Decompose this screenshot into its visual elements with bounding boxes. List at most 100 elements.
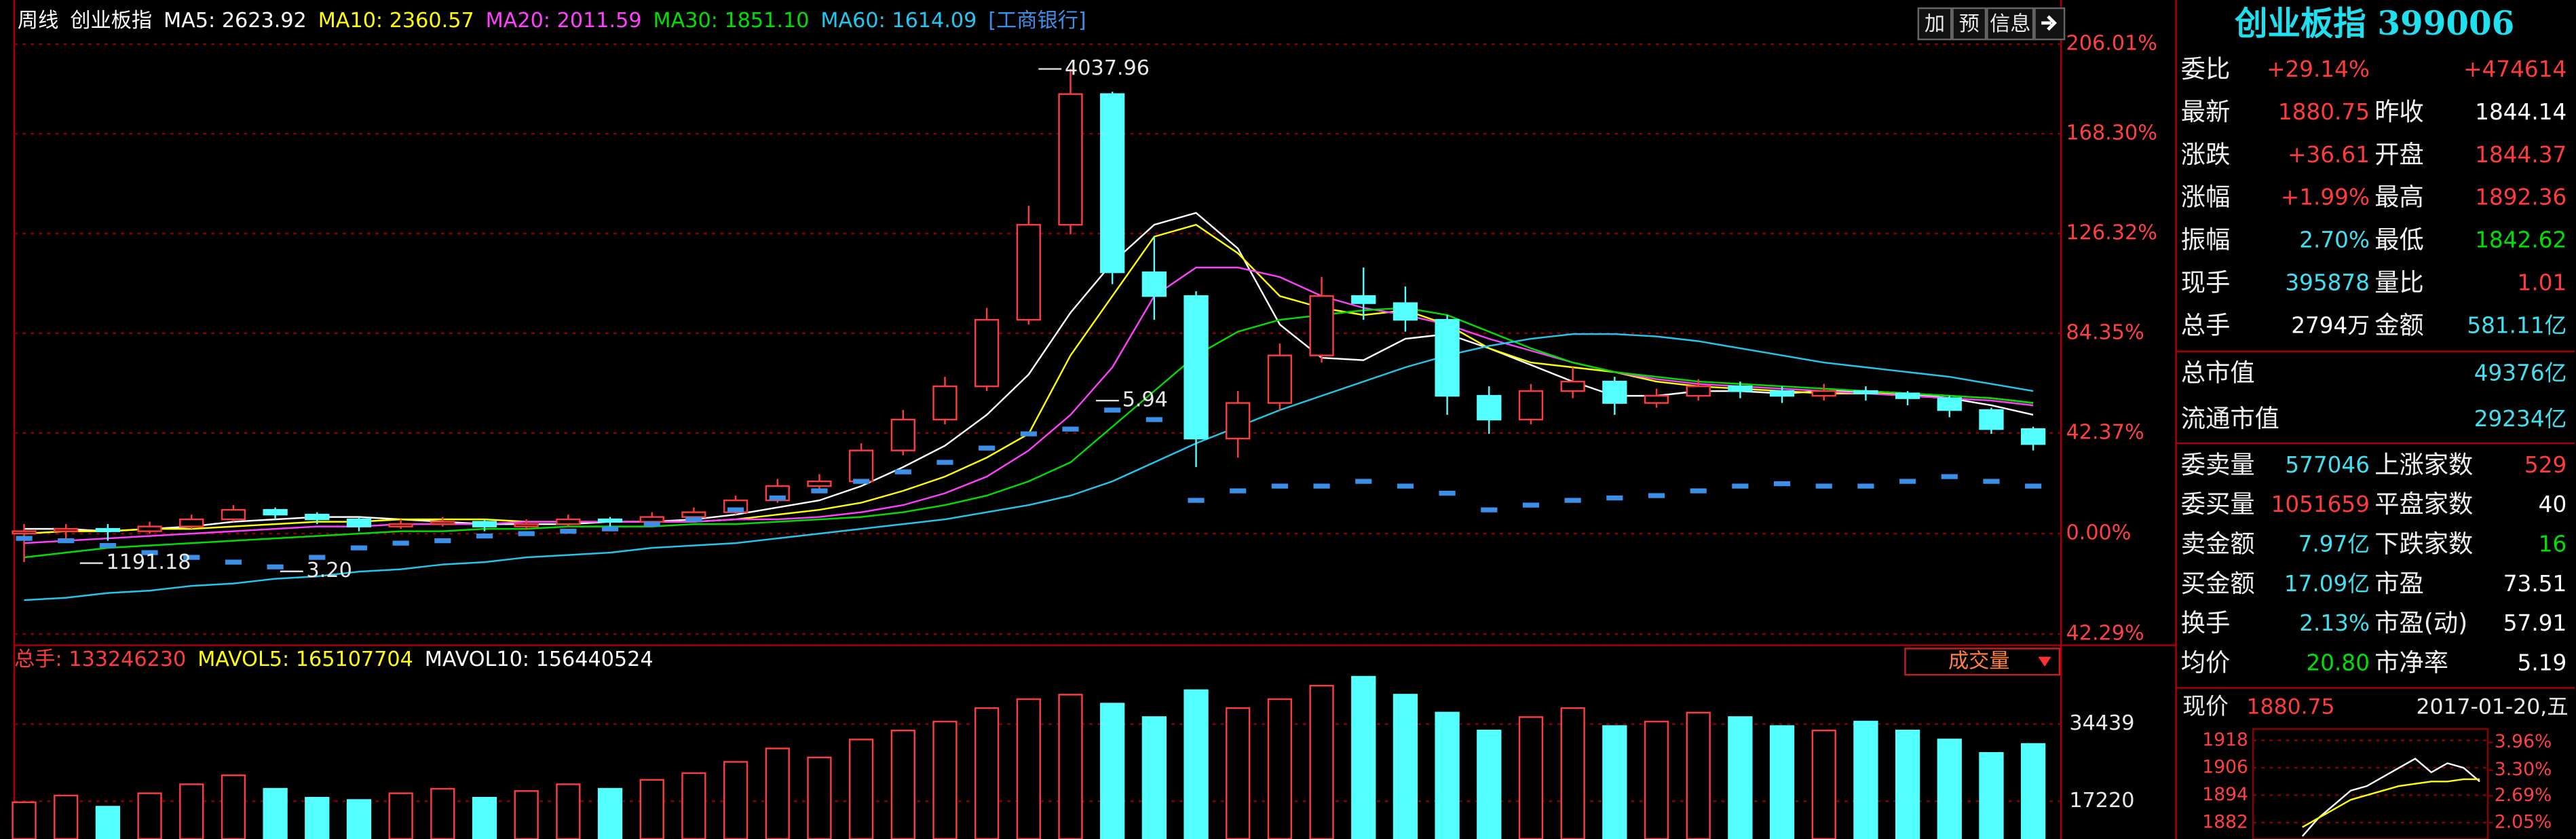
quote-cell: 7.97亿	[2298, 532, 2370, 557]
quote-cell: 73.51	[2503, 571, 2566, 597]
y-tick-label: 206.01%	[2066, 32, 2157, 56]
quote-cell: 市盈(动)	[2374, 608, 2467, 637]
candle-body	[1309, 295, 1334, 356]
candle-body	[179, 518, 204, 527]
candle-body	[1518, 390, 1544, 421]
quote-cell: 5.19	[2518, 650, 2567, 675]
candle-body	[514, 523, 539, 527]
quote-cell: 卖金额	[2181, 529, 2255, 559]
candle-body	[681, 511, 706, 518]
candle-body	[263, 508, 288, 516]
volume-selector[interactable]: 成交量	[1904, 648, 2061, 676]
volume-bar	[1309, 684, 1334, 839]
button-label[interactable]: 加	[1925, 12, 1945, 36]
toolbar: 加 预 信息	[1917, 7, 2066, 41]
quote-cell: 委比	[2181, 54, 2231, 83]
candle-body	[95, 527, 121, 532]
mini-frame	[2252, 728, 2489, 839]
y-tick-label: 1906	[2202, 757, 2248, 778]
header-label: 创业板指	[70, 9, 152, 33]
candle-body	[1895, 392, 1920, 399]
volume-bar	[1644, 720, 1669, 839]
quote-cell: 40	[2539, 491, 2567, 517]
quote-cell: 1844.14	[2475, 99, 2566, 125]
price-value: 1880.75	[2247, 694, 2335, 719]
volume-bar	[1979, 751, 2004, 839]
volume-bar	[1477, 729, 1502, 839]
candle-body	[12, 530, 37, 535]
selector-label[interactable]: 成交量	[1948, 649, 2010, 673]
volume-bar	[2020, 743, 2046, 839]
volume-bar	[1058, 694, 1083, 839]
quote-cell: 395878	[2285, 269, 2370, 295]
toolbar-button[interactable]: 加	[1917, 7, 1952, 41]
quote-cell: 平盘家数	[2374, 489, 2473, 519]
volume-bar	[1100, 703, 1125, 839]
quote-cell: 昨收	[2374, 97, 2424, 126]
quote-cell: +36.61	[2288, 142, 2370, 168]
y-tick-label: 1918	[2202, 729, 2248, 750]
candle-body	[932, 385, 958, 421]
candle-body	[1979, 409, 2004, 430]
volume-bar	[1267, 698, 1293, 839]
y-tick-label: 1882	[2202, 811, 2248, 832]
quote-cell: 57.91	[2503, 610, 2566, 636]
y2-tick-label: 3.96%	[2495, 731, 2552, 752]
annotation: 4037.96	[1065, 56, 1150, 80]
volume-bar	[137, 792, 162, 839]
annotation: 1191.18	[106, 551, 191, 574]
button-label[interactable]: 预	[1959, 12, 1980, 36]
volume-bar	[1686, 711, 1711, 839]
quote-cell: 现手	[2181, 267, 2231, 297]
header-label: MA30: 1851.10	[654, 9, 810, 33]
candle-body	[305, 513, 330, 521]
volume-bar	[1560, 707, 1585, 839]
volume-bar	[305, 797, 330, 839]
candle-body	[1477, 394, 1502, 421]
candle-body	[890, 418, 915, 451]
quote-cell: 最新	[2181, 97, 2231, 126]
candle-body	[639, 516, 664, 523]
quote-cell: 下跌家数	[2374, 529, 2473, 559]
button-label[interactable]: 信息	[1990, 12, 2030, 36]
y2-tick-label: 2.05%	[2495, 811, 2552, 832]
selector-arrow[interactable]	[2038, 656, 2051, 667]
quote-cell: 市净率	[2374, 648, 2448, 677]
candle-body	[556, 518, 581, 525]
quote-cell: 委卖量	[2181, 450, 2255, 479]
quote-cell: 1.01	[2518, 269, 2567, 295]
quote-cell: 最高	[2374, 183, 2424, 212]
y-tick-label: 42.37%	[2066, 420, 2144, 444]
candle-body	[1769, 390, 1795, 397]
candle-body	[388, 523, 413, 527]
candle-body	[1937, 397, 1962, 411]
quote-cell: 577046	[2285, 452, 2370, 478]
toolbar-button[interactable]	[2034, 7, 2066, 41]
quote-title: 创业板指 399006	[2235, 5, 2514, 43]
volume-bar	[597, 787, 623, 839]
quote-cell: 20.80	[2307, 650, 2370, 675]
selector-box[interactable]	[1904, 648, 2061, 676]
quote-cell: 2794万	[2291, 312, 2370, 338]
quote-cell: 振幅	[2181, 225, 2231, 255]
annotation: 5.94	[1122, 388, 1168, 412]
date-label: 2017-01-20,五	[2417, 694, 2569, 719]
price-line	[2302, 778, 2480, 828]
volume-bar	[1351, 675, 1376, 839]
volume-bar	[263, 787, 288, 839]
candle-body	[848, 449, 874, 483]
quote-cell: 1880.75	[2278, 99, 2370, 125]
candle-body	[1728, 385, 1753, 392]
volume-bar	[765, 747, 790, 839]
toolbar-button[interactable]: 信息	[1986, 7, 2034, 41]
y2-tick-label: 3.30%	[2495, 759, 2552, 780]
quote-cell: 581.11亿	[2467, 312, 2566, 338]
volume-bar	[890, 729, 915, 839]
volume-bar	[1811, 729, 1836, 839]
quote-cell: 2.70%	[2299, 227, 2370, 253]
volume-bar	[556, 783, 581, 839]
header-label: MA60: 1614.09	[820, 9, 977, 33]
toolbar-button[interactable]: 预	[1952, 7, 1987, 41]
candle-body	[974, 318, 1000, 388]
